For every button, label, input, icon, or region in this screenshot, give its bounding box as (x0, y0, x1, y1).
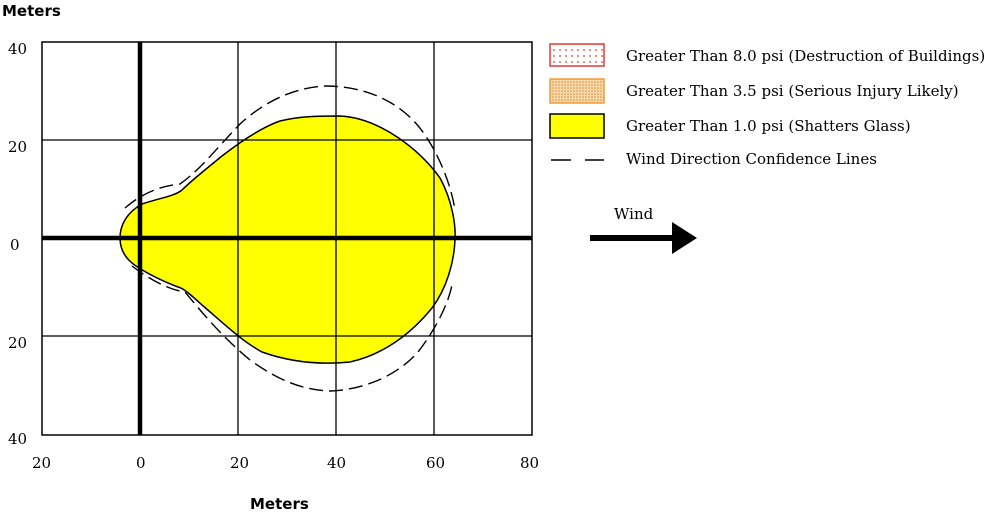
legend-label-3-5psi: Greater Than 3.5 psi (Serious Injury Lik… (626, 82, 959, 100)
legend-label-confidence: Wind Direction Confidence Lines (626, 150, 877, 168)
y-tick-label: 40 (8, 40, 27, 58)
y-tick-label: 20 (8, 138, 27, 156)
y-tick-label: 20 (8, 334, 27, 352)
legend-swatch-1psi (549, 113, 605, 139)
confidence-lines (124, 85, 456, 392)
y-axis-title: Meters (2, 2, 61, 20)
y-tick-label: 0 (10, 236, 20, 254)
y-tick-labels: 40 20 0 20 40 (8, 40, 27, 448)
legend-label-8psi: Greater Than 8.0 psi (Destruction of Bui… (626, 47, 985, 65)
legend-swatch-8psi (549, 43, 605, 67)
x-tick-label: 60 (426, 454, 445, 472)
y-tick-label: 40 (8, 430, 27, 448)
x-tick-label: 80 (520, 454, 539, 472)
wind-indicator: Wind (590, 205, 697, 254)
legend-label-1psi: Greater Than 1.0 psi (Shatters Glass) (626, 117, 911, 135)
wind-arrow-head (672, 222, 697, 254)
x-tick-label: 20 (32, 454, 51, 472)
legend-swatch-3-5psi (549, 78, 605, 104)
wind-label: Wind (614, 205, 654, 223)
x-axis-title: Meters (250, 495, 309, 513)
legend: Greater Than 8.0 psi (Destruction of Bui… (549, 43, 985, 168)
x-tick-label: 20 (230, 454, 249, 472)
x-tick-label: 40 (327, 454, 346, 472)
x-tick-label: 0 (136, 454, 146, 472)
x-tick-labels: 20 0 20 40 60 80 (32, 454, 539, 472)
